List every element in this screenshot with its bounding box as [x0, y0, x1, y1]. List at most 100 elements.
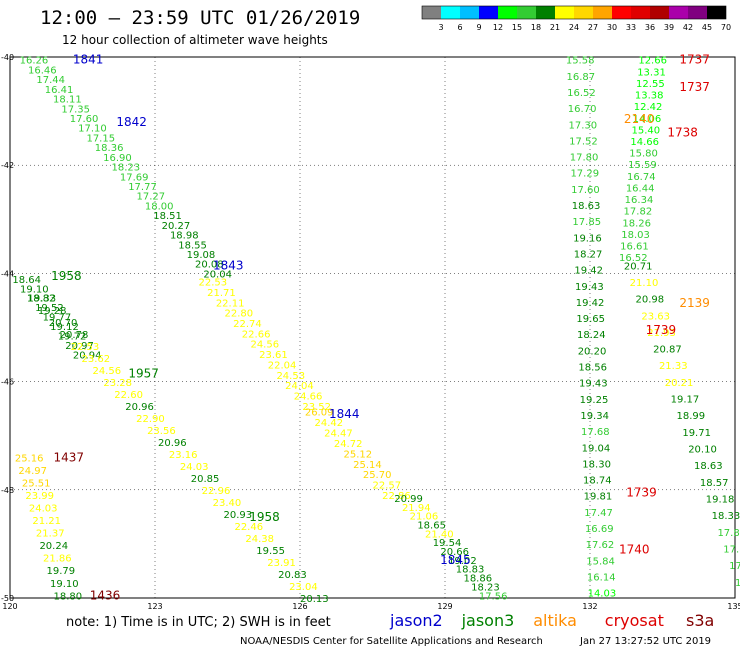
scale-label: 39 — [664, 23, 674, 32]
swh-value: 16.90 — [103, 153, 132, 164]
swh-value: 18.83 — [456, 565, 485, 576]
scale-label: 24 — [569, 23, 579, 32]
swh-value: 23.99 — [25, 491, 54, 502]
pass-label: 1957 — [128, 366, 159, 380]
scale-label: 33 — [626, 23, 636, 32]
swh-value: 19.54 — [433, 538, 462, 549]
swh-value: 19.04 — [582, 443, 611, 454]
scale-label: 15 — [512, 23, 522, 32]
scale-label: 21 — [550, 23, 560, 32]
swh-value: 16.61 — [620, 242, 649, 253]
swh-value: 19.10 — [50, 579, 79, 590]
legend-s3a: s3a — [686, 611, 714, 630]
x-tick-label: 120 — [2, 602, 17, 611]
swh-value: 17.85 — [572, 217, 601, 228]
pass-label: 1739 — [646, 323, 677, 337]
swh-value: 14.03 — [588, 589, 617, 600]
swh-value: 20.20 — [578, 346, 607, 357]
swh-value: 17.77 — [128, 182, 157, 193]
swh-value: 21.33 — [659, 361, 688, 372]
swh-value: 21.06 — [410, 512, 439, 523]
swh-value: 22.86 — [382, 491, 411, 502]
swh-value: 19.18 — [706, 494, 735, 505]
swh-value: 24.42 — [315, 418, 344, 429]
swh-value: 12.55 — [636, 79, 665, 90]
pass-label: 1737 — [679, 80, 710, 94]
scale-swatch — [650, 6, 669, 19]
swh-value: 15.84 — [586, 556, 615, 567]
swh-value: 18.11 — [53, 95, 82, 106]
grid-lines — [9, 56, 736, 599]
pass-label: 1739 — [626, 486, 657, 500]
track-jason2-1845: 20.9921.9421.0618.6521.4019.5420.6619.02… — [394, 494, 507, 602]
swh-value: 19.17 — [671, 395, 700, 406]
scale-swatch — [479, 6, 498, 19]
scale-swatch — [593, 6, 612, 19]
chart-subtitle: 12 hour collection of altimeter wave hei… — [62, 33, 328, 47]
swh-value: 20.83 — [278, 570, 307, 581]
pass-label: 1844 — [329, 407, 360, 421]
swh-value: 13.31 — [637, 67, 666, 78]
swh-value: 24.56 — [250, 340, 279, 351]
swh-value: 20.08 — [195, 260, 224, 271]
legend-jason2: jason2 — [389, 611, 443, 630]
pass-label: 1436 — [90, 588, 121, 602]
scale-swatch — [460, 6, 479, 19]
track-cryosat-1739: 20.71 21.10 20.98 23.63 21.93 20.87 21.33 20.21… — [624, 261, 740, 588]
swh-value: 25.70 — [363, 470, 392, 481]
swh-value: 21.37 — [36, 529, 65, 540]
swh-value: 15.58 — [566, 56, 595, 67]
swh-value: 17.10 — [78, 124, 107, 135]
swh-value: 15.59 — [628, 160, 657, 171]
pass-label: 1740 — [619, 542, 650, 556]
swh-value: 23.52 — [302, 402, 331, 413]
swh-value: 17.60 — [70, 114, 99, 125]
swh-value: 18.64 — [12, 275, 41, 286]
pass-label: 1437 — [54, 450, 85, 464]
swh-value: 17.30 — [568, 120, 597, 131]
satellite-tracks: 16.2616.4617.4416.4118.1117.3517.6017.10… — [12, 56, 740, 605]
y-tick-label: -42 — [1, 161, 14, 170]
scale-swatch — [707, 6, 726, 19]
swh-value: 22.60 — [114, 390, 143, 401]
swh-value: 17.2 — [729, 561, 740, 572]
y-tick-label: -40 — [1, 53, 14, 62]
scale-label: 27 — [588, 23, 598, 32]
pass-labels: 1841 1842 1843 1844 1845 1958 1957 1958 1437 1436… — [51, 53, 710, 603]
swh-value: 23.16 — [169, 450, 198, 461]
swh-value: 12.66 — [638, 56, 667, 67]
plot-frame — [9, 56, 736, 599]
y-tick-label: -44 — [1, 269, 14, 278]
swh-value: 24.03 — [180, 462, 209, 473]
swh-value: 21.94 — [402, 503, 431, 514]
track-cryosat-1737: 15.58 16.87 16.52 16.70 17.30 17.52 17.80 17.29… — [566, 56, 616, 600]
swh-value: 20.93 — [224, 510, 253, 521]
swh-value: 22.90 — [136, 414, 165, 425]
swh-value: 20.04 — [203, 269, 232, 280]
legend-jason3: jason3 — [461, 611, 515, 630]
swh-value: 20.70 — [49, 318, 78, 329]
y-tick-label: -48 — [1, 486, 14, 495]
swh-value: 18.80 — [54, 591, 83, 602]
swh-value: 24.03 — [29, 504, 58, 515]
track-jason3-1958: 18.6419.1019.3319.5219.7719.1219.7220.97… — [12, 275, 101, 362]
swh-value: 19.28 — [38, 306, 67, 317]
swh-value: 18.82 — [27, 294, 56, 305]
swh-value: 17.82 — [624, 207, 653, 218]
swh-value: 24.66 — [294, 392, 323, 403]
swh-value: 19.72 — [58, 332, 87, 343]
swh-value: 17.44 — [36, 75, 65, 86]
legend-altika: altika — [533, 611, 577, 630]
swh-value: 23.56 — [147, 426, 176, 437]
swh-value: 18.63 — [572, 201, 601, 212]
swh-value: 18.30 — [582, 459, 611, 470]
swh-value: 20.99 — [394, 494, 423, 505]
swh-value: 21.86 — [43, 554, 72, 565]
swh-value: 22.96 — [202, 486, 231, 497]
swh-value: 20.98 — [636, 295, 665, 306]
swh-value: 19.42 — [574, 266, 603, 277]
swh-value: 20.13 — [300, 594, 329, 605]
swh-value: 16.52 — [567, 88, 596, 99]
scale-swatch — [688, 6, 707, 19]
scale-swatch — [555, 6, 574, 19]
